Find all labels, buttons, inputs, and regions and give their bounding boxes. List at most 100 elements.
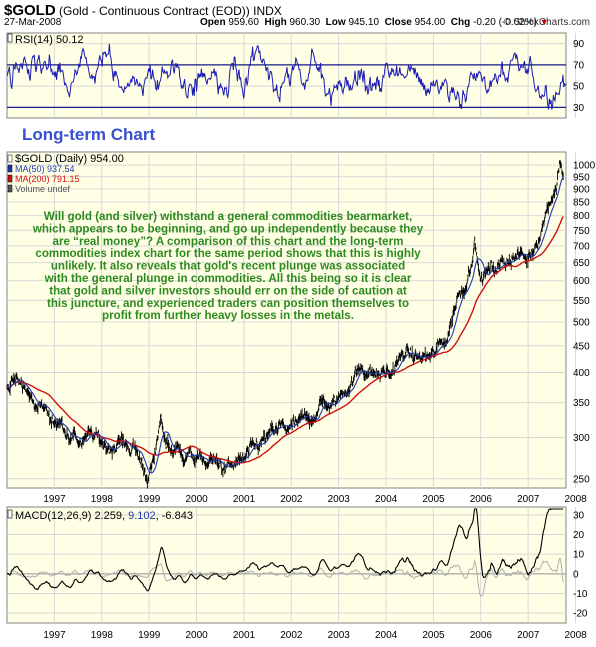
annotation-line: Will gold (and silver) withstand a gener… xyxy=(44,210,412,223)
annotation-line: profit from further heavy losses in the … xyxy=(102,309,354,322)
macd-legend-swatch xyxy=(7,509,13,519)
chart-title: $GOLD (Gold - Continuous Contract (EOD))… xyxy=(4,2,282,19)
ohlc-summary: Open 959.60 High 960.30 Low 945.10 Close… xyxy=(200,17,549,28)
macd-legend-signal: 9.102 xyxy=(128,510,156,522)
price-legend-entry: $GOLD (Daily) 954.00 xyxy=(15,153,124,165)
credit-text[interactable]: © StockCharts.com xyxy=(503,17,590,28)
price-y-tick-label: 400 xyxy=(573,368,590,379)
macd-x-axis: 1997 1998 1999 2000 2001 2002 2003 2004 2005 2006… xyxy=(43,630,587,641)
stockcharts-credit[interactable]: © StockCharts.com xyxy=(504,17,590,28)
macd-y-tick-label: -10 xyxy=(573,589,588,600)
rsi-y-tick-label: 90 xyxy=(573,39,585,50)
price-x-tick-label: 2005 xyxy=(422,494,445,505)
macd-legend-hist: , -6.843 xyxy=(156,510,193,522)
macd-x-tick-label: 1997 xyxy=(43,630,66,641)
price-y-tick-label: 1000 xyxy=(573,161,596,172)
price-y-tick-label: 950 xyxy=(573,172,590,183)
price-legend-entry: MA(200) 791.15 xyxy=(15,174,80,184)
annotation-line: commodities index chart for the same per… xyxy=(35,247,421,260)
macd-x-tick-label: 2002 xyxy=(280,630,303,641)
rsi-y-tick-label: 70 xyxy=(573,60,585,71)
rsi-y-tick-label: 30 xyxy=(573,103,585,114)
open-value: 959.60 xyxy=(228,17,259,28)
macd-y-tick-label: 10 xyxy=(573,550,585,561)
macd-x-tick-label: 2006 xyxy=(470,630,493,641)
price-x-tick-label: 2002 xyxy=(280,494,303,505)
macd-y-tick-label: 20 xyxy=(573,530,585,541)
price-y-tick-label: 500 xyxy=(573,317,590,328)
ma200-line xyxy=(6,216,564,464)
annotation-text: Will gold (and silver) withstand a gener… xyxy=(32,210,424,322)
low-label: Low xyxy=(325,17,346,28)
price-panel: 2503003504004505005506006507007508008509… xyxy=(6,151,596,489)
annotation-line: that gold and silver investors should er… xyxy=(49,284,407,297)
price-x-tick-label: 2007 xyxy=(517,494,540,505)
macd-x-tick-label: 2005 xyxy=(422,630,445,641)
price-x-tick-label: 2003 xyxy=(328,494,351,505)
symbol: $GOLD xyxy=(4,2,56,19)
price-legend-swatch xyxy=(7,184,13,193)
price-x-axis: 1997 1998 1999 2000 2001 2002 2003 2004 2005 2006… xyxy=(43,494,587,505)
annotation-line: this juncture, and experienced traders c… xyxy=(47,297,409,310)
price-legend-swatch xyxy=(7,164,13,173)
price-y-tick-label: 750 xyxy=(573,226,590,237)
price-x-tick-label: 2006 xyxy=(470,494,493,505)
price-y-tick-label: 550 xyxy=(573,296,590,307)
price-x-tick-label: 1999 xyxy=(138,494,161,505)
macd-legend-main: MACD(12,26,9) 2.259, xyxy=(15,510,128,522)
high-value: 960.30 xyxy=(289,17,321,28)
annotation-body: Will gold (and silver) withstand a gener… xyxy=(32,210,424,322)
symbol-description: (Gold - Continuous Contract (EOD)) xyxy=(59,4,250,18)
macd-legend: MACD(12,26,9) 2.259, 9.102, -6.843 xyxy=(15,510,193,522)
rsi-legend: RSI(14) 50.12 xyxy=(15,34,83,46)
macd-line xyxy=(6,508,564,592)
price-y-tick-label: 450 xyxy=(573,341,590,352)
low-value: 945.10 xyxy=(348,17,380,28)
price-x-tick-label: 2008 xyxy=(564,494,587,505)
macd-x-tick-label: 1998 xyxy=(91,630,114,641)
price-x-tick-label: 1998 xyxy=(91,494,114,505)
macd-panel: 30 20 10 0 -10 -20 MACD(12,26,9) 2.259, 9.102,… xyxy=(6,506,588,624)
price-y-tick-label: 900 xyxy=(573,185,590,196)
price-y-tick-label: 800 xyxy=(573,211,590,222)
price-legend-swatch xyxy=(7,154,13,163)
open-label: Open xyxy=(200,17,226,28)
macd-x-tick-label: 2004 xyxy=(375,630,398,641)
close-label: Close xyxy=(384,17,412,28)
macd-background xyxy=(6,506,567,624)
price-y-tick-label: 850 xyxy=(573,197,590,208)
macd-x-tick-label: 2003 xyxy=(328,630,351,641)
down-triangle-icon: ▼ xyxy=(539,17,549,27)
price-y-tick-label: 250 xyxy=(573,474,590,485)
macd-x-tick-label: 2000 xyxy=(185,630,208,641)
macd-x-tick-label: 2007 xyxy=(517,630,540,641)
annotation-line: which appears to be beginning, and go up… xyxy=(32,222,424,235)
rsi-y-tick-label: 50 xyxy=(573,82,585,93)
price-bars xyxy=(6,159,564,489)
annotation-line: unlikely. It also reveals that gold's re… xyxy=(51,260,405,273)
price-y-tick-label: 600 xyxy=(573,276,590,287)
price-legend-swatch xyxy=(7,174,13,183)
price-y-tick-label: 350 xyxy=(573,398,590,409)
rsi-panel: 90 70 50 30 RSI(14) 50.12 xyxy=(6,32,585,119)
rsi-legend-swatch xyxy=(7,33,13,43)
close-value: 954.00 xyxy=(414,17,446,28)
rsi-background xyxy=(6,32,567,119)
price-x-tick-label: 2001 xyxy=(233,494,256,505)
macd-y-tick-label: 0 xyxy=(573,569,579,580)
macd-x-tick-label: 1999 xyxy=(138,630,161,641)
price-x-tick-label: 2004 xyxy=(375,494,398,505)
price-legend-entry: MA(50) 937.54 xyxy=(15,164,75,174)
macd-x-tick-label: 2008 xyxy=(564,630,587,641)
chg-value: -0.20 (-0.02%) xyxy=(473,17,537,28)
high-label: High xyxy=(264,17,287,28)
quote-date: 27-Mar-2008 xyxy=(4,17,62,28)
ma50-line xyxy=(6,176,564,474)
price-y-tick-label: 300 xyxy=(573,433,590,444)
annotation-line: are “real money”? A comparison of this c… xyxy=(53,235,404,248)
annotation-line: with the general plunge in commodities. … xyxy=(44,272,412,285)
rsi-line xyxy=(6,43,566,110)
macd-y-tick-label: 30 xyxy=(573,510,585,521)
chg-label: Chg xyxy=(450,17,471,28)
